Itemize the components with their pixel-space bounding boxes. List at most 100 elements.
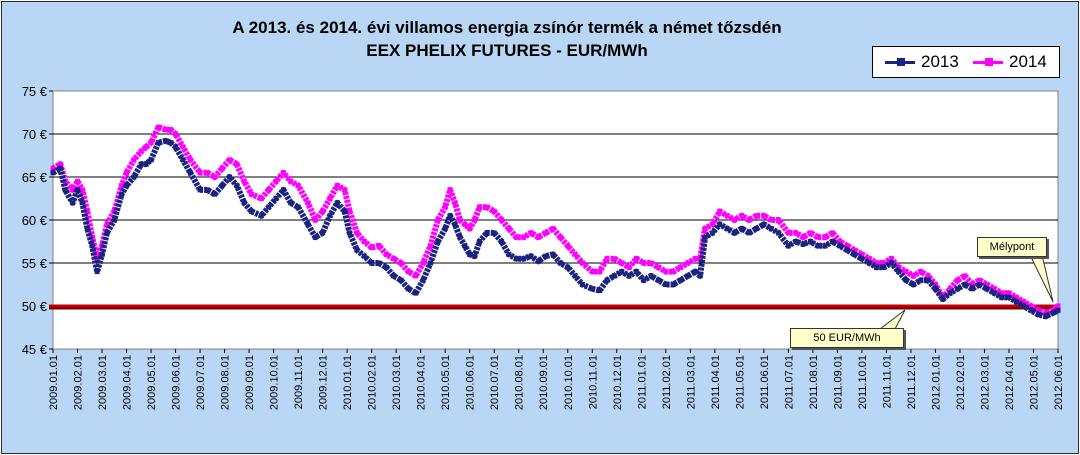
series-point-2013 [543,253,549,259]
series-point-2013 [361,253,367,259]
chart-title: A 2013. és 2014. évi villamos energia zs… [2,16,1012,62]
series-point-2013 [557,260,563,266]
x-tick-label: 2010.09.01 [538,355,550,410]
series-point-2013 [354,247,360,253]
series-point-2014 [626,264,632,270]
series-point-2014 [678,264,684,270]
x-tick-label: 2009.09.01 [244,355,256,410]
series-point-2014 [881,260,887,266]
legend-label-2014: 2014 [1009,52,1047,71]
series-point-2014 [746,217,752,223]
series-point-2014 [413,273,419,279]
series-point-2014 [550,226,556,232]
series-point-2013 [932,286,938,292]
series-point-2013 [187,170,193,176]
series-point-2013 [670,282,676,287]
series-point-2014 [670,269,676,275]
series-point-2014 [633,256,639,262]
series-point-2014 [785,230,791,236]
series-point-2013 [484,230,490,236]
series-point-2014 [467,226,473,232]
series-point-2013 [75,187,81,193]
series-point-2013 [807,239,813,244]
series-point-2013 [447,213,453,219]
threshold-callout: 50 EUR/MWh [790,328,904,348]
series-point-2014 [955,277,960,283]
x-tick-label: 2009.04.01 [122,355,134,410]
series-point-2013 [369,260,375,266]
series-point-2013 [761,221,767,227]
legend: 2013 2014 [872,46,1060,78]
series-point-2014 [543,230,549,236]
series-point-2013 [89,243,95,249]
series-point-2014 [866,256,872,262]
legend-marker-2014 [985,58,993,66]
series-point-2014 [312,217,318,223]
series-point-2014 [138,148,144,154]
series-point-2014 [754,213,759,219]
series-point-2014 [962,273,968,279]
series-point-2014 [918,269,924,275]
series-point-2013 [991,290,997,296]
series-point-2014 [739,213,745,219]
series-point-2014 [597,269,603,275]
series-point-2014 [1035,307,1041,313]
x-tick-label: 2010.07.01 [489,355,501,410]
series-point-2013 [866,260,872,266]
series-point-2013 [226,174,232,180]
series-point-2013 [655,277,661,283]
series-point-2014 [844,243,850,249]
series-point-2013 [295,204,301,210]
x-tick-label: 2011.07.01 [783,355,795,409]
series-point-2013 [442,226,448,232]
legend-marker-2013 [897,58,905,66]
series-point-2014 [383,251,389,257]
series-point-2014 [1021,299,1027,305]
x-tick-label: 2009.02.01 [73,355,85,410]
series-point-2014 [163,127,169,133]
x-tick-label: 2011.12.01 [906,355,918,409]
series-point-2014 [793,230,799,236]
series-point-2014 [442,204,448,210]
series-point-2014 [1055,303,1061,309]
series-point-2013 [204,187,210,193]
series-point-2013 [70,200,76,206]
series-point-2013 [391,273,397,279]
series-point-2013 [925,277,931,283]
series-point-2013 [641,277,647,283]
series-point-2013 [633,269,639,275]
series-point-2013 [611,273,617,279]
series-point-2013 [815,243,821,249]
series-point-2013 [709,230,715,236]
series-point-2014 [427,243,433,249]
x-tick-label: 2010.10.01 [563,355,575,410]
series-point-2014 [947,286,953,292]
x-tick-label: 2010.08.01 [514,355,526,410]
series-point-2014 [197,170,203,176]
series-point-2013 [754,226,759,232]
series-point-2013 [472,253,478,259]
series-point-2013 [305,221,311,227]
series-point-2014 [405,269,411,275]
x-tick-label: 2012.03.01 [979,355,991,410]
x-tick-label: 2012.05.01 [1028,355,1040,410]
series-point-2014 [815,234,821,240]
x-tick-label: 2009.10.01 [269,355,281,410]
x-tick-label: 2011.05.01 [734,355,746,409]
series-point-2013 [604,277,610,283]
series-point-2014 [655,264,661,270]
series-point-2014 [528,230,534,236]
series-point-2014 [761,213,767,219]
series-point-2014 [535,234,541,240]
series-point-2013 [768,226,774,232]
series-point-2013 [138,161,144,167]
series-point-2014 [361,239,367,244]
series-point-2013 [131,174,137,180]
x-tick-label: 2012.02.01 [955,355,967,410]
legend-label-2013: 2013 [921,52,959,71]
series-point-2013 [962,282,968,287]
x-tick-label: 2010.12.01 [612,355,624,410]
series-point-2013 [969,286,975,292]
series-point-2014 [180,144,186,150]
